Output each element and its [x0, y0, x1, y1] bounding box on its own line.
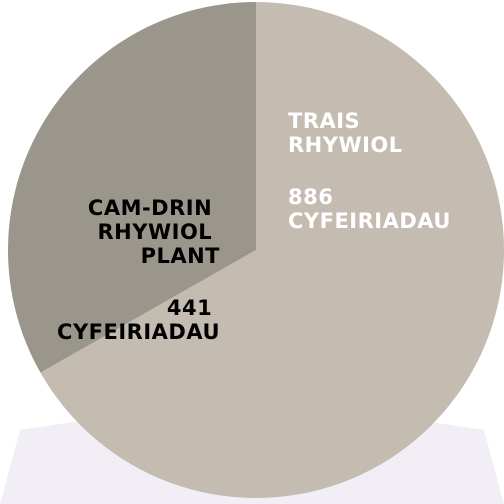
pie-slice	[8, 2, 256, 373]
slice-label: 441 CYFEIRIADAU	[57, 296, 220, 344]
slice-label: TRAIS RHYWIOL	[288, 109, 403, 157]
slice-label: CAM-DRIN RHYWIOL PLANT	[88, 196, 220, 268]
pie-slice	[40, 2, 504, 498]
slice-label: 886 CYFEIRIADAU	[288, 185, 451, 233]
